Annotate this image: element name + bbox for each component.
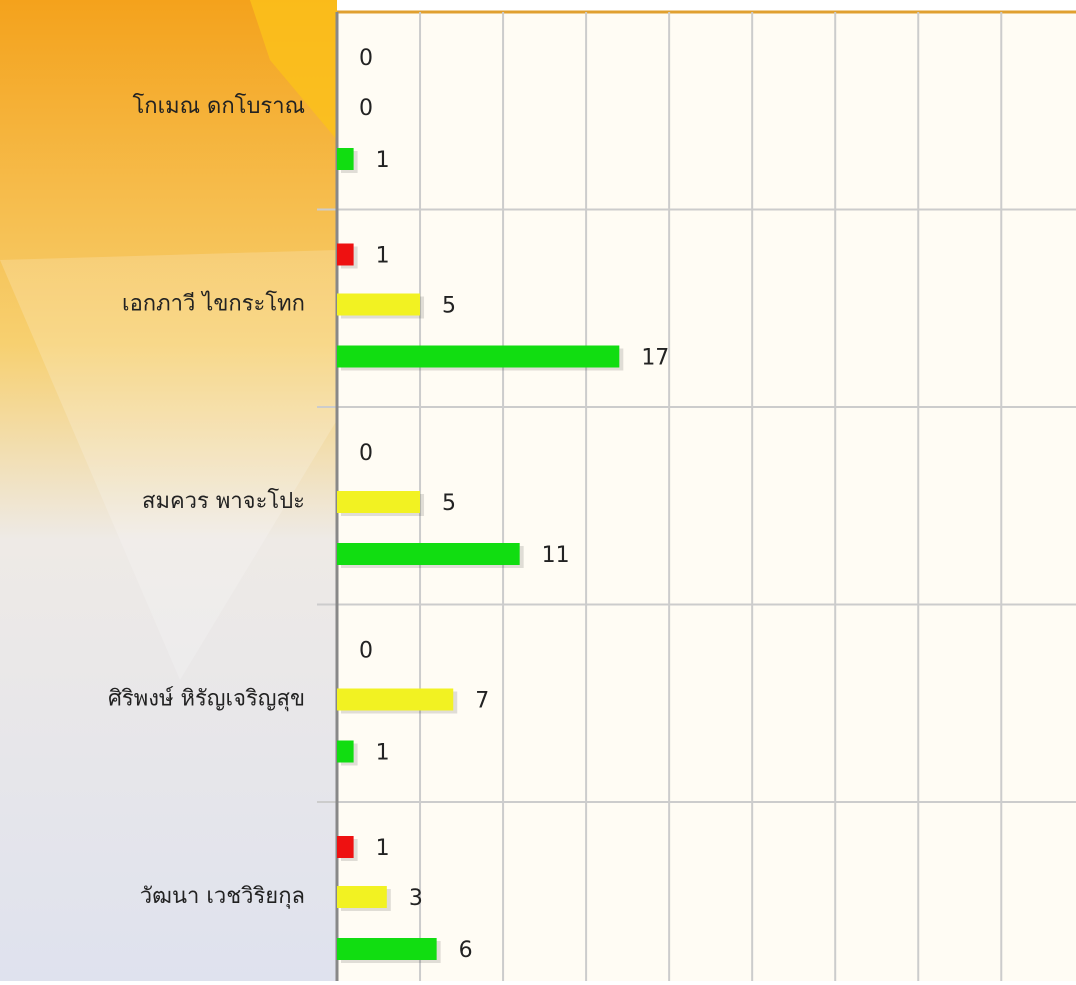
y-tick-label: เอกภาวี ไขกระโทก [122,291,305,317]
bar [337,836,354,858]
bar [337,886,387,908]
data-label: 5 [442,294,456,319]
y-tick-label: สมควร พาจะโปะ [142,488,305,514]
y-tick-label: โกเมณ ดกโบราณ [132,93,305,119]
y-tick-label: ศิริพงษ์ หิรัญเจริญสุข [108,687,305,712]
data-label: 0 [359,96,373,121]
bar [337,243,354,266]
bar [337,688,454,711]
data-label: 1 [376,741,390,766]
data-label: 17 [641,346,669,371]
data-label: 7 [475,689,489,714]
bar [337,293,421,316]
bar [337,543,520,565]
data-label: 0 [359,441,373,466]
bar [337,491,421,513]
side-background [0,0,337,981]
bar [337,148,354,170]
decor [250,0,337,140]
bar [337,938,437,960]
data-label: 1 [376,836,390,861]
data-label: 3 [409,886,423,911]
data-label: 0 [359,639,373,664]
bar [337,345,620,368]
data-label: 6 [459,938,473,963]
y-tick-label: วัฒนา เวชวิริยกุล [140,884,305,909]
data-label: 0 [359,46,373,71]
data-label: 11 [542,543,570,568]
data-label: 1 [376,244,390,269]
data-label: 5 [442,491,456,516]
plot-background [337,12,1076,981]
decor [0,250,337,680]
bar [337,740,354,763]
data-label: 1 [376,148,390,173]
